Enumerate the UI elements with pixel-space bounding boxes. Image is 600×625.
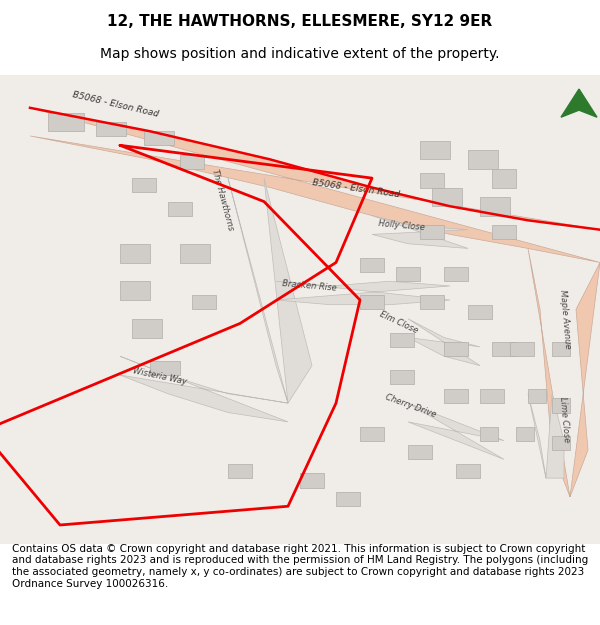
Bar xyxy=(552,436,570,450)
Bar xyxy=(120,281,150,300)
Bar xyxy=(480,426,498,441)
Bar xyxy=(492,342,516,356)
Bar xyxy=(300,474,324,488)
Polygon shape xyxy=(228,178,312,403)
Text: B5068 - Elson Road: B5068 - Elson Road xyxy=(72,91,160,119)
Polygon shape xyxy=(372,216,468,248)
Bar xyxy=(480,389,504,403)
Bar xyxy=(510,342,534,356)
Polygon shape xyxy=(408,319,480,366)
Text: Holly Close: Holly Close xyxy=(378,219,425,232)
Bar xyxy=(552,399,570,412)
Bar xyxy=(132,178,156,192)
Text: The Hawthorns: The Hawthorns xyxy=(210,168,235,232)
Text: Wisteria Way: Wisteria Way xyxy=(132,366,188,386)
Bar xyxy=(132,319,162,338)
Bar xyxy=(360,295,384,309)
Bar xyxy=(150,361,180,375)
Bar xyxy=(180,154,204,169)
Polygon shape xyxy=(120,356,288,422)
Text: Contains OS data © Crown copyright and database right 2021. This information is : Contains OS data © Crown copyright and d… xyxy=(12,544,588,589)
Bar xyxy=(456,464,480,478)
Bar xyxy=(432,188,462,206)
Bar xyxy=(480,197,510,216)
Bar xyxy=(444,389,468,403)
Bar xyxy=(336,492,360,506)
Bar xyxy=(228,464,252,478)
Text: Map shows position and indicative extent of the property.: Map shows position and indicative extent… xyxy=(100,47,500,61)
Polygon shape xyxy=(528,394,564,478)
Bar xyxy=(516,426,534,441)
Bar xyxy=(528,389,546,403)
Bar xyxy=(468,304,492,319)
Polygon shape xyxy=(408,403,504,459)
Bar xyxy=(396,268,420,281)
Bar xyxy=(420,295,444,309)
Polygon shape xyxy=(276,281,450,304)
Bar xyxy=(444,268,468,281)
Bar xyxy=(408,445,432,459)
Bar xyxy=(192,295,216,309)
Bar xyxy=(492,169,516,187)
Bar xyxy=(492,225,516,239)
Bar xyxy=(390,332,414,347)
Polygon shape xyxy=(528,248,600,497)
Bar xyxy=(360,258,384,272)
Text: B5068 - Elson Road: B5068 - Elson Road xyxy=(312,177,401,199)
Bar xyxy=(420,173,444,188)
Bar xyxy=(96,122,126,136)
Bar xyxy=(552,342,570,356)
Polygon shape xyxy=(30,107,600,262)
Text: Lime Close: Lime Close xyxy=(558,396,571,442)
Bar xyxy=(468,150,498,169)
Bar xyxy=(168,201,192,216)
Bar xyxy=(48,112,84,131)
Bar xyxy=(360,426,384,441)
Bar xyxy=(420,141,450,159)
Bar xyxy=(444,342,468,356)
Bar xyxy=(144,131,174,145)
Text: Maple Avenue: Maple Avenue xyxy=(558,289,572,349)
Text: Cherry Drive: Cherry Drive xyxy=(384,392,437,419)
Text: 12, THE HAWTHORNS, ELLESMERE, SY12 9ER: 12, THE HAWTHORNS, ELLESMERE, SY12 9ER xyxy=(107,14,493,29)
Polygon shape xyxy=(561,89,597,118)
Bar xyxy=(180,244,210,262)
Bar xyxy=(120,244,150,262)
Bar xyxy=(420,225,444,239)
Text: Bracken Rise: Bracken Rise xyxy=(282,279,337,292)
Bar xyxy=(390,370,414,384)
Text: Elm Close: Elm Close xyxy=(378,309,419,335)
